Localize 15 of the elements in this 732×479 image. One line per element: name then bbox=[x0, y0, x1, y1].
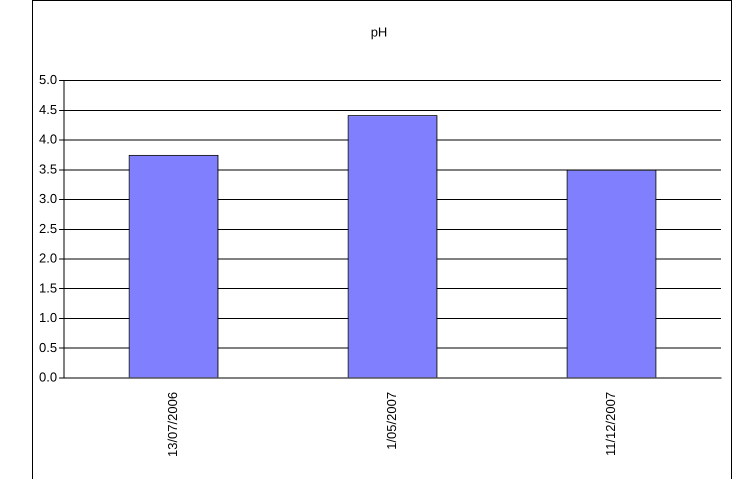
y-tick-label: 2.0 bbox=[38, 250, 58, 266]
y-tick-label: 0.5 bbox=[38, 340, 58, 355]
y-tick-label: 1.0 bbox=[38, 310, 58, 326]
y-tick-label: 4.5 bbox=[38, 102, 58, 117]
x-tick-label: 11/12/2007 bbox=[603, 392, 618, 456]
y-tick-label: 4.0 bbox=[38, 132, 58, 147]
y-tick-label: 3.0 bbox=[38, 191, 58, 206]
y-tick-label: 0.0 bbox=[38, 370, 58, 385]
y-tick-label: 5.0 bbox=[38, 72, 58, 88]
x-tick-label: 13/07/2006 bbox=[165, 392, 180, 458]
chart-title: pH bbox=[370, 24, 388, 40]
x-tick-label: 1/05/2007 bbox=[384, 392, 400, 450]
y-tick-label: 3.5 bbox=[38, 161, 58, 176]
y-tick-label: 1.5 bbox=[38, 280, 58, 296]
y-tick-label: 2.5 bbox=[38, 220, 58, 236]
